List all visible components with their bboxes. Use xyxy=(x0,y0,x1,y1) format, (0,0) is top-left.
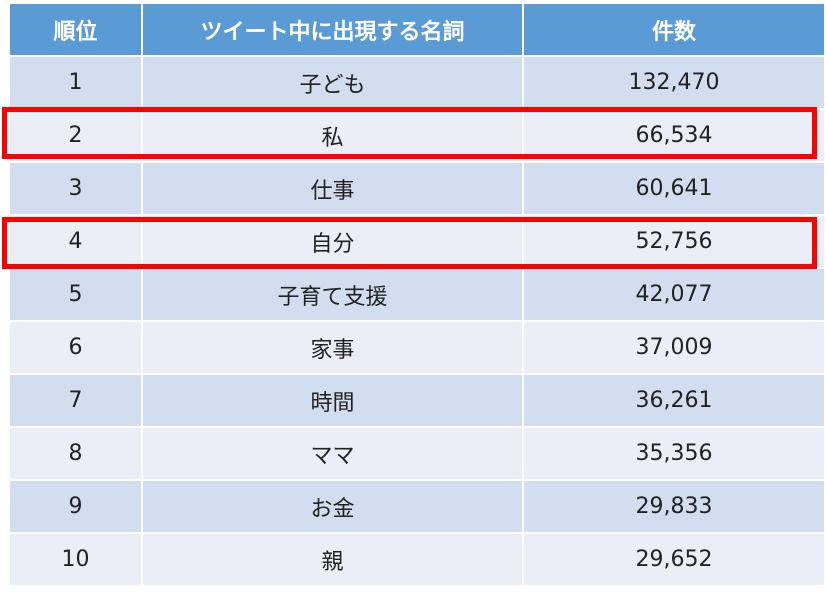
rank-cell: 9 xyxy=(8,479,143,534)
table-row: 5 子育て支援 42,077 xyxy=(8,267,826,322)
table-row: 2 私 66,534 xyxy=(8,108,826,163)
rank-cell: 5 xyxy=(8,267,143,322)
header-count: 件数 xyxy=(522,2,826,57)
table-row: 6 家事 37,009 xyxy=(8,320,826,375)
noun-cell: 子育て支援 xyxy=(141,267,524,322)
noun-cell: 私 xyxy=(141,108,524,163)
rank-cell: 6 xyxy=(8,320,143,375)
count-cell: 36,261 xyxy=(522,373,826,428)
count-cell: 29,652 xyxy=(522,532,826,587)
count-cell: 132,470 xyxy=(522,55,826,110)
count-cell: 37,009 xyxy=(522,320,826,375)
table-row: 4 自分 52,756 xyxy=(8,214,826,269)
rank-cell: 7 xyxy=(8,373,143,428)
count-cell: 66,534 xyxy=(522,108,826,163)
noun-cell: 仕事 xyxy=(141,161,524,216)
header-noun: ツイート中に出現する名詞 xyxy=(141,2,524,57)
table-row: 3 仕事 60,641 xyxy=(8,161,826,216)
noun-cell: 自分 xyxy=(141,214,524,269)
noun-cell: お金 xyxy=(141,479,524,534)
count-cell: 42,077 xyxy=(522,267,826,322)
table-row: 8 ママ 35,356 xyxy=(8,426,826,481)
noun-cell: 親 xyxy=(141,532,524,587)
noun-cell: 家事 xyxy=(141,320,524,375)
table-row: 10 親 29,652 xyxy=(8,532,826,587)
table-row: 9 お金 29,833 xyxy=(8,479,826,534)
rank-cell: 4 xyxy=(8,214,143,269)
rank-cell: 8 xyxy=(8,426,143,481)
table-header-row: 順位 ツイート中に出現する名詞 件数 xyxy=(8,2,826,57)
count-cell: 52,756 xyxy=(522,214,826,269)
rank-cell: 10 xyxy=(8,532,143,587)
noun-ranking-table: 順位 ツイート中に出現する名詞 件数 1 子ども 132,470 2 私 66,… xyxy=(8,2,826,587)
count-cell: 60,641 xyxy=(522,161,826,216)
rank-cell: 2 xyxy=(8,108,143,163)
count-cell: 29,833 xyxy=(522,479,826,534)
noun-cell: 時間 xyxy=(141,373,524,428)
count-cell: 35,356 xyxy=(522,426,826,481)
noun-cell: ママ xyxy=(141,426,524,481)
rank-cell: 3 xyxy=(8,161,143,216)
table-row: 7 時間 36,261 xyxy=(8,373,826,428)
rank-cell: 1 xyxy=(8,55,143,110)
table-row: 1 子ども 132,470 xyxy=(8,55,826,110)
header-rank: 順位 xyxy=(8,2,143,57)
noun-cell: 子ども xyxy=(141,55,524,110)
